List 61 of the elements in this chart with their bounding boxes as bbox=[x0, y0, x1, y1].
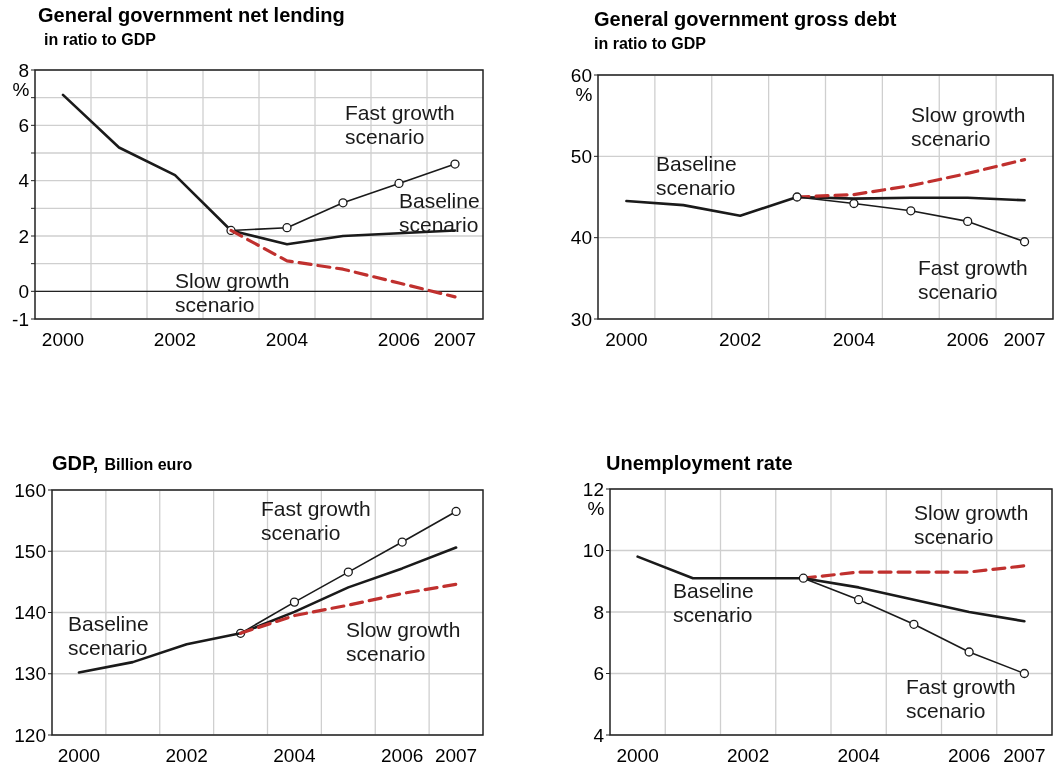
x-tick-label: 2007 bbox=[1003, 329, 1046, 350]
x-tick-label: 2000 bbox=[41, 329, 85, 350]
series-label: Baseline scenario bbox=[673, 579, 754, 626]
y-tick-label: 4 bbox=[593, 724, 605, 746]
x-tick-label: 2004 bbox=[273, 745, 316, 766]
chart-title: GDP, bbox=[52, 452, 99, 474]
y-tick-label: 8 bbox=[593, 601, 604, 623]
x-tick-label: 2002 bbox=[153, 329, 197, 350]
y-tick-label: 0 bbox=[18, 280, 29, 302]
y-tick-label: 6 bbox=[593, 663, 604, 685]
y-axis-title: % bbox=[12, 79, 30, 100]
y-tick-label: 120 bbox=[14, 724, 46, 746]
series-label: Slow growth scenario bbox=[911, 103, 1026, 150]
x-tick-label: 2006 bbox=[947, 745, 991, 766]
x-tick-label: 2004 bbox=[832, 329, 876, 350]
y-tick-label: 4 bbox=[18, 170, 30, 192]
y-tick-label: -1 bbox=[12, 308, 29, 330]
x-tick-label: 2006 bbox=[946, 329, 989, 350]
y-tick-label: 50 bbox=[570, 145, 592, 167]
y-tick-label: 130 bbox=[14, 663, 46, 685]
y-tick-label: 12 bbox=[582, 478, 604, 500]
y-tick-label: 160 bbox=[14, 479, 46, 501]
series-label: Baseline scenario bbox=[68, 612, 149, 659]
y-tick-label: 10 bbox=[582, 540, 604, 562]
series-label: Fast growth scenario bbox=[918, 256, 1028, 303]
x-tick-label: 2006 bbox=[377, 329, 421, 350]
y-tick-label: 6 bbox=[18, 114, 29, 136]
series-label: Baseline scenario bbox=[656, 152, 737, 199]
x-tick-label: 2006 bbox=[381, 745, 424, 766]
y-axis-title: % bbox=[587, 498, 605, 519]
chart-title: General government net lending bbox=[38, 4, 345, 26]
y-tick-label: 40 bbox=[570, 227, 592, 249]
x-tick-label: 2004 bbox=[265, 329, 309, 350]
x-tick-label: 2004 bbox=[837, 745, 881, 766]
x-tick-label: 2007 bbox=[434, 745, 478, 766]
y-tick-label: 30 bbox=[570, 308, 592, 330]
y-tick-label: 60 bbox=[570, 64, 592, 86]
series-label: Slow growth scenario bbox=[914, 501, 1029, 548]
y-tick-label: 2 bbox=[18, 225, 29, 247]
series-label: Fast growth scenario bbox=[345, 101, 455, 148]
x-tick-label: 2000 bbox=[57, 745, 101, 766]
y-axis-title: % bbox=[575, 84, 593, 105]
series-label: Fast growth scenario bbox=[261, 497, 371, 544]
x-tick-label: 2002 bbox=[719, 329, 762, 350]
y-tick-label: 8 bbox=[18, 59, 29, 81]
x-tick-label: 2007 bbox=[1003, 745, 1046, 766]
y-tick-label: 140 bbox=[14, 602, 46, 624]
series-label: Slow growth scenario bbox=[346, 618, 461, 665]
chart-title: Unemployment rate bbox=[606, 452, 793, 474]
x-tick-label: 2007 bbox=[433, 329, 477, 350]
chart-title: General government gross debt bbox=[594, 8, 897, 30]
series-label: Fast growth scenario bbox=[906, 675, 1016, 722]
x-tick-label: 2000 bbox=[605, 329, 648, 350]
x-tick-label: 2002 bbox=[165, 745, 208, 766]
x-tick-label: 2000 bbox=[616, 745, 659, 766]
y-tick-label: 150 bbox=[14, 540, 46, 562]
chart-subtitle: Billion euro bbox=[104, 456, 193, 473]
series-label: Slow growth scenario bbox=[175, 269, 290, 316]
chart-subtitle: in ratio to GDP bbox=[44, 31, 157, 48]
chart-subtitle: in ratio to GDP bbox=[594, 35, 707, 52]
x-tick-label: 2002 bbox=[726, 745, 770, 766]
